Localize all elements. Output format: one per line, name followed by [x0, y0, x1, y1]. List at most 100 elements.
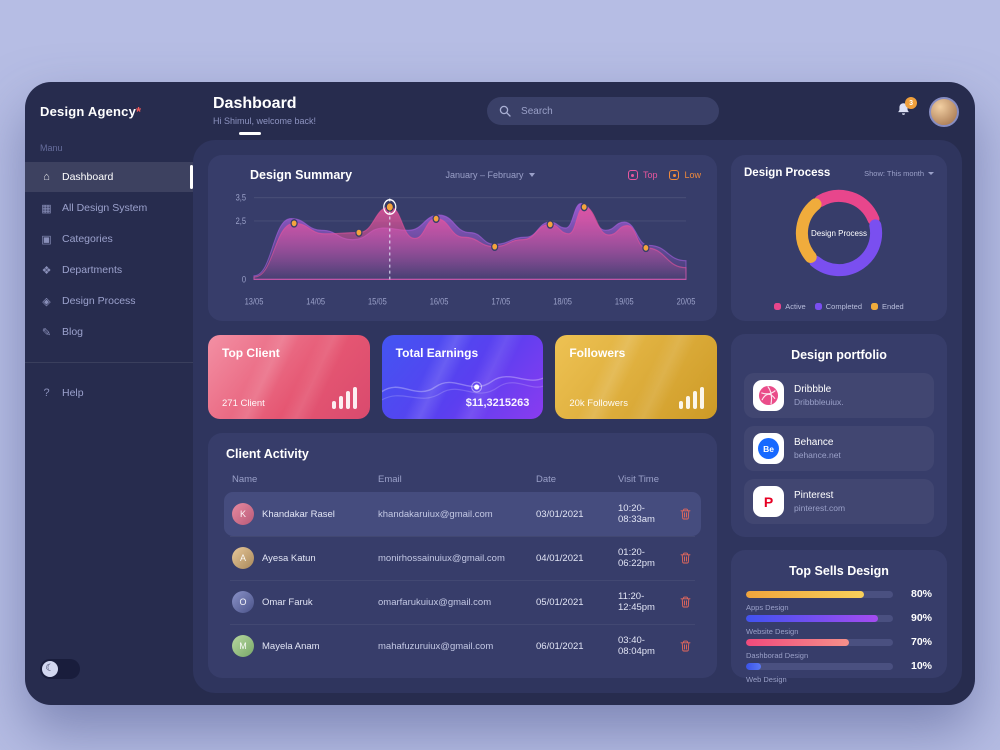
table-body: K Khandakar Rasel khandakaruiux@gmail.com 0…: [224, 492, 701, 668]
sidebar-item-label: Blog: [62, 326, 84, 338]
legend-swatch: [669, 170, 680, 180]
search-icon: [499, 105, 511, 117]
behance-icon-badge: Be: [758, 438, 779, 459]
notification-bell[interactable]: 3: [896, 97, 918, 122]
sidebar-help: ? Help: [25, 377, 193, 409]
legend-item-ended: Ended: [871, 302, 904, 311]
portfolio-item-text: Behance behance.net: [794, 437, 841, 460]
header-title-block: Dashboard Hi Shimul, welcome back!: [213, 95, 316, 135]
portfolio-name: Dribbble: [794, 384, 832, 395]
top-client-card[interactable]: Top Client 271 Client: [208, 335, 370, 419]
chevron-down-icon: [528, 173, 535, 177]
total-earnings-card[interactable]: Total Earnings $11,3215263: [381, 335, 544, 419]
legend-label: Low: [684, 170, 701, 180]
column-header-name: Name: [232, 474, 258, 485]
dashborad-design-progress: 70% Dashborad Design: [746, 636, 932, 660]
delete-button[interactable]: [678, 638, 693, 654]
client-name: Khandakar Rasel: [262, 508, 335, 520]
stat-card-value: 271 Client: [222, 398, 265, 409]
client-date: 04/01/2021: [536, 552, 584, 564]
progress-track: [746, 662, 893, 670]
portfolio-domain: Dribbbleuiux.: [794, 397, 844, 407]
delete-button[interactable]: [678, 550, 693, 566]
client-email: khandakaruiux@gmail.com: [378, 508, 493, 520]
client-visit-time: 11:20-12:45pm: [618, 591, 655, 613]
delete-button[interactable]: [678, 594, 693, 610]
table-row[interactable]: A Ayesa Katun monirhossainuiux@gmail.com 04…: [224, 536, 701, 580]
sidebar-item-label: Dashboard: [62, 171, 114, 183]
client-name: Ayesa Katun: [262, 552, 316, 564]
stat-card-value: $11,3215263: [465, 397, 530, 409]
theme-toggle[interactable]: ☾: [40, 659, 80, 679]
portfolio-name: Pinterest: [794, 490, 834, 501]
legend-label: Top: [642, 170, 658, 180]
progress-fill: [746, 590, 864, 598]
portfolio-item-text: Pinterest pinterest.com: [794, 490, 845, 513]
sidebar-item-categories[interactable]: ▣ Categories: [25, 224, 193, 254]
content-panel: Design Summary January – February Top Low…: [193, 140, 962, 693]
period-select[interactable]: January – February: [446, 170, 535, 180]
design-portfolio-card: Design portfolio Dribbble Dribbbleuiux. Be…: [731, 334, 947, 537]
logo-text: Design Agency: [40, 104, 137, 119]
portfolio-item-dribbble[interactable]: Dribbble Dribbbleuiux.: [744, 373, 934, 418]
stat-card-title: Top Client: [222, 346, 280, 360]
search-input[interactable]: [519, 104, 708, 118]
progress-fill: [746, 662, 761, 670]
client-avatar: K: [232, 503, 254, 525]
delete-button[interactable]: [678, 506, 693, 522]
svg-text:15/05: 15/05: [368, 296, 387, 307]
sidebar-item-all-design-system[interactable]: ▦ All Design System: [25, 193, 193, 223]
app-window: Design Agency* Manu ⌂ Dashboard ▦ All Desig…: [25, 82, 975, 705]
svg-text:18/05: 18/05: [553, 296, 572, 307]
design-process-donut-wrap: Design Process: [788, 182, 890, 284]
row-actions: [673, 638, 693, 654]
svg-text:13/05: 13/05: [245, 296, 264, 307]
sidebar-item-help[interactable]: ? Help: [25, 378, 193, 408]
website-design-progress: 90% Website Design: [746, 612, 932, 636]
sidebar-item-blog[interactable]: ✎ Blog: [25, 317, 193, 347]
welcome-text: Hi Shimul, welcome back!: [213, 116, 317, 126]
table-row[interactable]: K Khandakar Rasel khandakaruiux@gmail.com 0…: [224, 492, 701, 536]
progress-fill: [746, 614, 879, 622]
top-sells-card: Top Sells Design 80% Apps Design 90% Websit…: [731, 550, 947, 684]
table-row[interactable]: M Mayela Anam mahafuzuruiux@gmail.com 06/01…: [224, 624, 701, 668]
process-filter-select[interactable]: Show: This month: [864, 169, 934, 178]
design-summary-chart-area: 3,5 2,5 0 13/05 14/05 15/05 16/05 17/05 18/05 19/…: [224, 188, 701, 313]
progress-label: Website Design: [746, 627, 799, 636]
process-legend: Active Completed Ended: [774, 302, 904, 311]
sidebar-item-departments[interactable]: ❖ Departments: [25, 255, 193, 285]
svg-text:16/05: 16/05: [430, 296, 449, 307]
design-process-header: Design Process Show: This month: [744, 167, 934, 179]
row-actions: [673, 506, 693, 522]
legend-label: Completed: [825, 302, 863, 311]
user-avatar[interactable]: [929, 97, 960, 127]
earnings-wave-decoration: [381, 376, 544, 401]
progress-track: [746, 590, 893, 598]
portfolio-domain: pinterest.com: [794, 503, 846, 513]
stat-card-title: Followers: [569, 346, 626, 360]
sidebar-item-dashboard[interactable]: ⌂ Dashboard: [25, 162, 193, 192]
client-name-cell: O Omar Faruk: [232, 591, 378, 613]
legend-swatch: [627, 170, 638, 180]
portfolio-item-pinterest[interactable]: P Pinterest pinterest.com: [744, 479, 934, 524]
top-sells-title: Top Sells Design: [789, 564, 889, 578]
sidebar-menu: ⌂ Dashboard ▦ All Design System ▣ Categories ❖…: [25, 161, 193, 348]
search-bar[interactable]: [487, 97, 720, 125]
client-visit-time: 10:20-08:33am: [618, 503, 655, 525]
client-visit-time: 01:20-06:22pm: [618, 547, 655, 569]
bar-chart-icon: [679, 387, 705, 409]
row-actions: [673, 594, 693, 610]
sidebar-divider: [25, 362, 193, 363]
legend-item-active: Active: [774, 302, 806, 311]
client-email: omarfarukuiux@gmail.com: [378, 596, 492, 608]
portfolio-item-behance[interactable]: Be Behance behance.net: [744, 426, 934, 471]
svg-text:0: 0: [242, 274, 247, 285]
logo-accent: *: [136, 104, 142, 119]
progress-percent: 70%: [910, 636, 932, 648]
page-title: Dashboard: [213, 95, 297, 112]
client-date: 06/01/2021: [536, 640, 584, 652]
sidebar-item-design-process[interactable]: ◈ Design Process: [25, 286, 193, 316]
table-row[interactable]: O Omar Faruk omarfarukuiux@gmail.com 05/01/…: [224, 580, 701, 624]
followers-card[interactable]: Followers 20k Followers: [555, 335, 718, 419]
client-avatar: M: [232, 635, 254, 657]
